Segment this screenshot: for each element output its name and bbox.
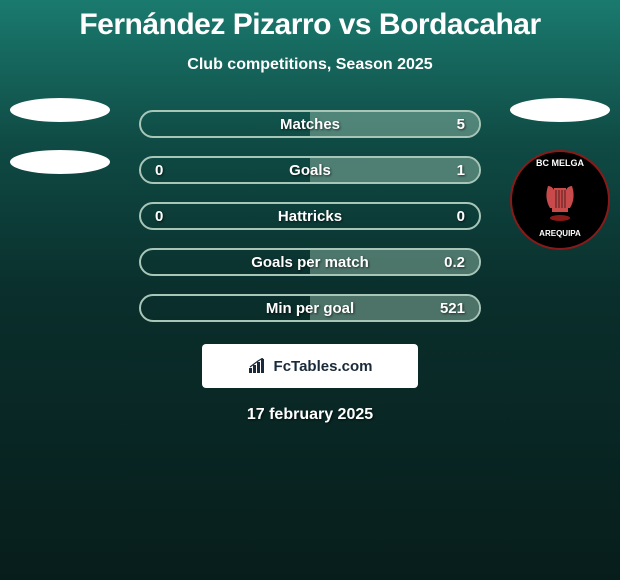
stat-value-right: 0 (435, 208, 465, 225)
stat-row: 0Goals1 (139, 156, 481, 184)
stat-label: Goals per match (185, 254, 435, 271)
club-name-top: BC MELGA (536, 158, 584, 168)
attribution-text: FcTables.com (274, 358, 373, 375)
stat-value-right: 0.2 (435, 254, 465, 271)
right-player-column: BC MELGA AREQUIPA (510, 98, 610, 250)
stat-value-right: 1 (435, 162, 465, 179)
stat-value-left: 0 (155, 162, 185, 179)
stat-rows: Matches50Goals10Hattricks0Goals per matc… (139, 110, 481, 322)
stat-value-left: 0 (155, 208, 185, 225)
stat-value-right: 521 (435, 300, 465, 317)
club-badge: BC MELGA AREQUIPA (510, 150, 610, 250)
lyre-icon (538, 178, 582, 222)
stat-row: Goals per match0.2 (139, 248, 481, 276)
stat-label: Matches (185, 116, 435, 133)
stat-label: Goals (185, 162, 435, 179)
player-placeholder (510, 98, 610, 122)
stat-row: Matches5 (139, 110, 481, 138)
stat-row: Min per goal521 (139, 294, 481, 322)
date-text: 17 february 2025 (247, 406, 373, 424)
stat-label: Hattricks (185, 208, 435, 225)
club-placeholder (10, 150, 110, 174)
left-player-column (10, 98, 110, 174)
page-title: Fernández Pizarro vs Bordacahar (79, 8, 540, 42)
attribution-box: FcTables.com (202, 344, 418, 388)
club-name-bottom: AREQUIPA (539, 229, 581, 238)
subtitle: Club competitions, Season 2025 (187, 56, 432, 74)
stat-row: 0Hattricks0 (139, 202, 481, 230)
stats-area: BC MELGA AREQUIPA Matches50Goals10Hattri… (0, 110, 620, 322)
stat-value-right: 5 (435, 116, 465, 133)
stat-label: Min per goal (185, 300, 435, 317)
player-placeholder (10, 98, 110, 122)
bar-chart-icon (248, 358, 268, 374)
